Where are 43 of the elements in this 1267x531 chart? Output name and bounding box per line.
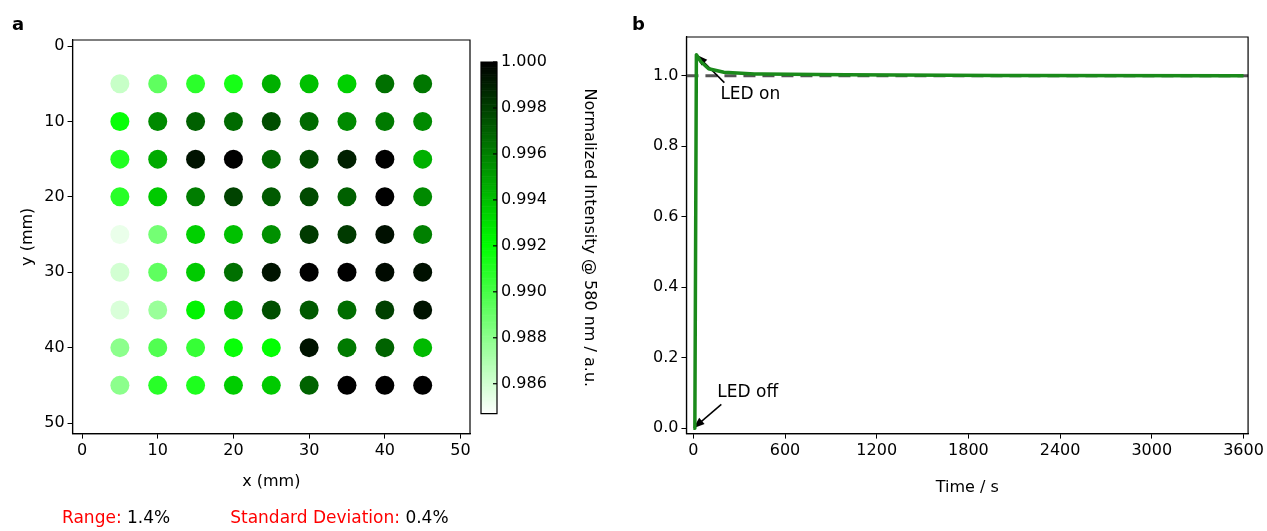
color-bar-label: 0.994 (501, 189, 547, 209)
y-tick-label: 10 (44, 110, 65, 130)
chart-title: a (12, 13, 25, 34)
color-bar-label: 0.996 (501, 143, 547, 163)
color-bar-label: 0.992 (501, 235, 547, 254)
x-axis-title: x (mm) (242, 470, 301, 490)
color-bar-label: 1.000 (501, 51, 547, 71)
text: Range: 1.4% (62, 507, 171, 527)
x-tick-label: 20 (223, 440, 244, 460)
x-tick-label: 10 (147, 440, 168, 460)
x-tick-label: 50 (450, 440, 471, 460)
x-tick-label: 600 (769, 440, 801, 460)
text: Standard Deviation: 0.4% (230, 507, 449, 527)
y-tick-label: 20 (44, 185, 65, 205)
annotation: LED off (717, 380, 780, 401)
x-tick-label: 2400 (1039, 440, 1081, 460)
color-bar-label: 0.988 (501, 326, 547, 346)
color-bar-title: Normalized Intensity @ 580 nm / a.u. (580, 88, 600, 388)
x-tick-label: 1800 (948, 440, 989, 460)
color-bar-label: 0.990 (501, 280, 547, 300)
x-tick-label: 3600 (1223, 440, 1264, 460)
chart-title: b (632, 13, 645, 34)
y-tick-label: 1.0 (652, 64, 679, 84)
y-tick-label: 0.2 (652, 346, 679, 366)
x-tick-label: 1200 (856, 440, 898, 460)
annotation: LED on (720, 83, 781, 104)
y-tick-label: 0.4 (652, 276, 679, 296)
x-tick-label: 0 (688, 440, 699, 460)
x-tick-label: 3000 (1131, 440, 1173, 460)
y-tick-label: 0 (54, 35, 65, 55)
color-bar-label: 0.986 (501, 372, 547, 392)
y-tick-label: 30 (44, 261, 65, 281)
y-tick-label: 0.0 (652, 417, 679, 437)
y-axis-title: y (mm) (16, 207, 36, 266)
x-tick-label: 30 (298, 440, 320, 460)
x-tick-label: 0 (76, 440, 88, 460)
y-tick-label: 0.8 (652, 135, 679, 155)
color-bar-label: 0.998 (501, 97, 547, 117)
x-tick-label: 40 (374, 440, 396, 460)
y-tick-label: 40 (44, 336, 65, 356)
y-tick-label: 50 (44, 412, 65, 432)
x-axis-title: Time / s (934, 476, 999, 496)
y-tick-label: 0.6 (652, 205, 679, 225)
